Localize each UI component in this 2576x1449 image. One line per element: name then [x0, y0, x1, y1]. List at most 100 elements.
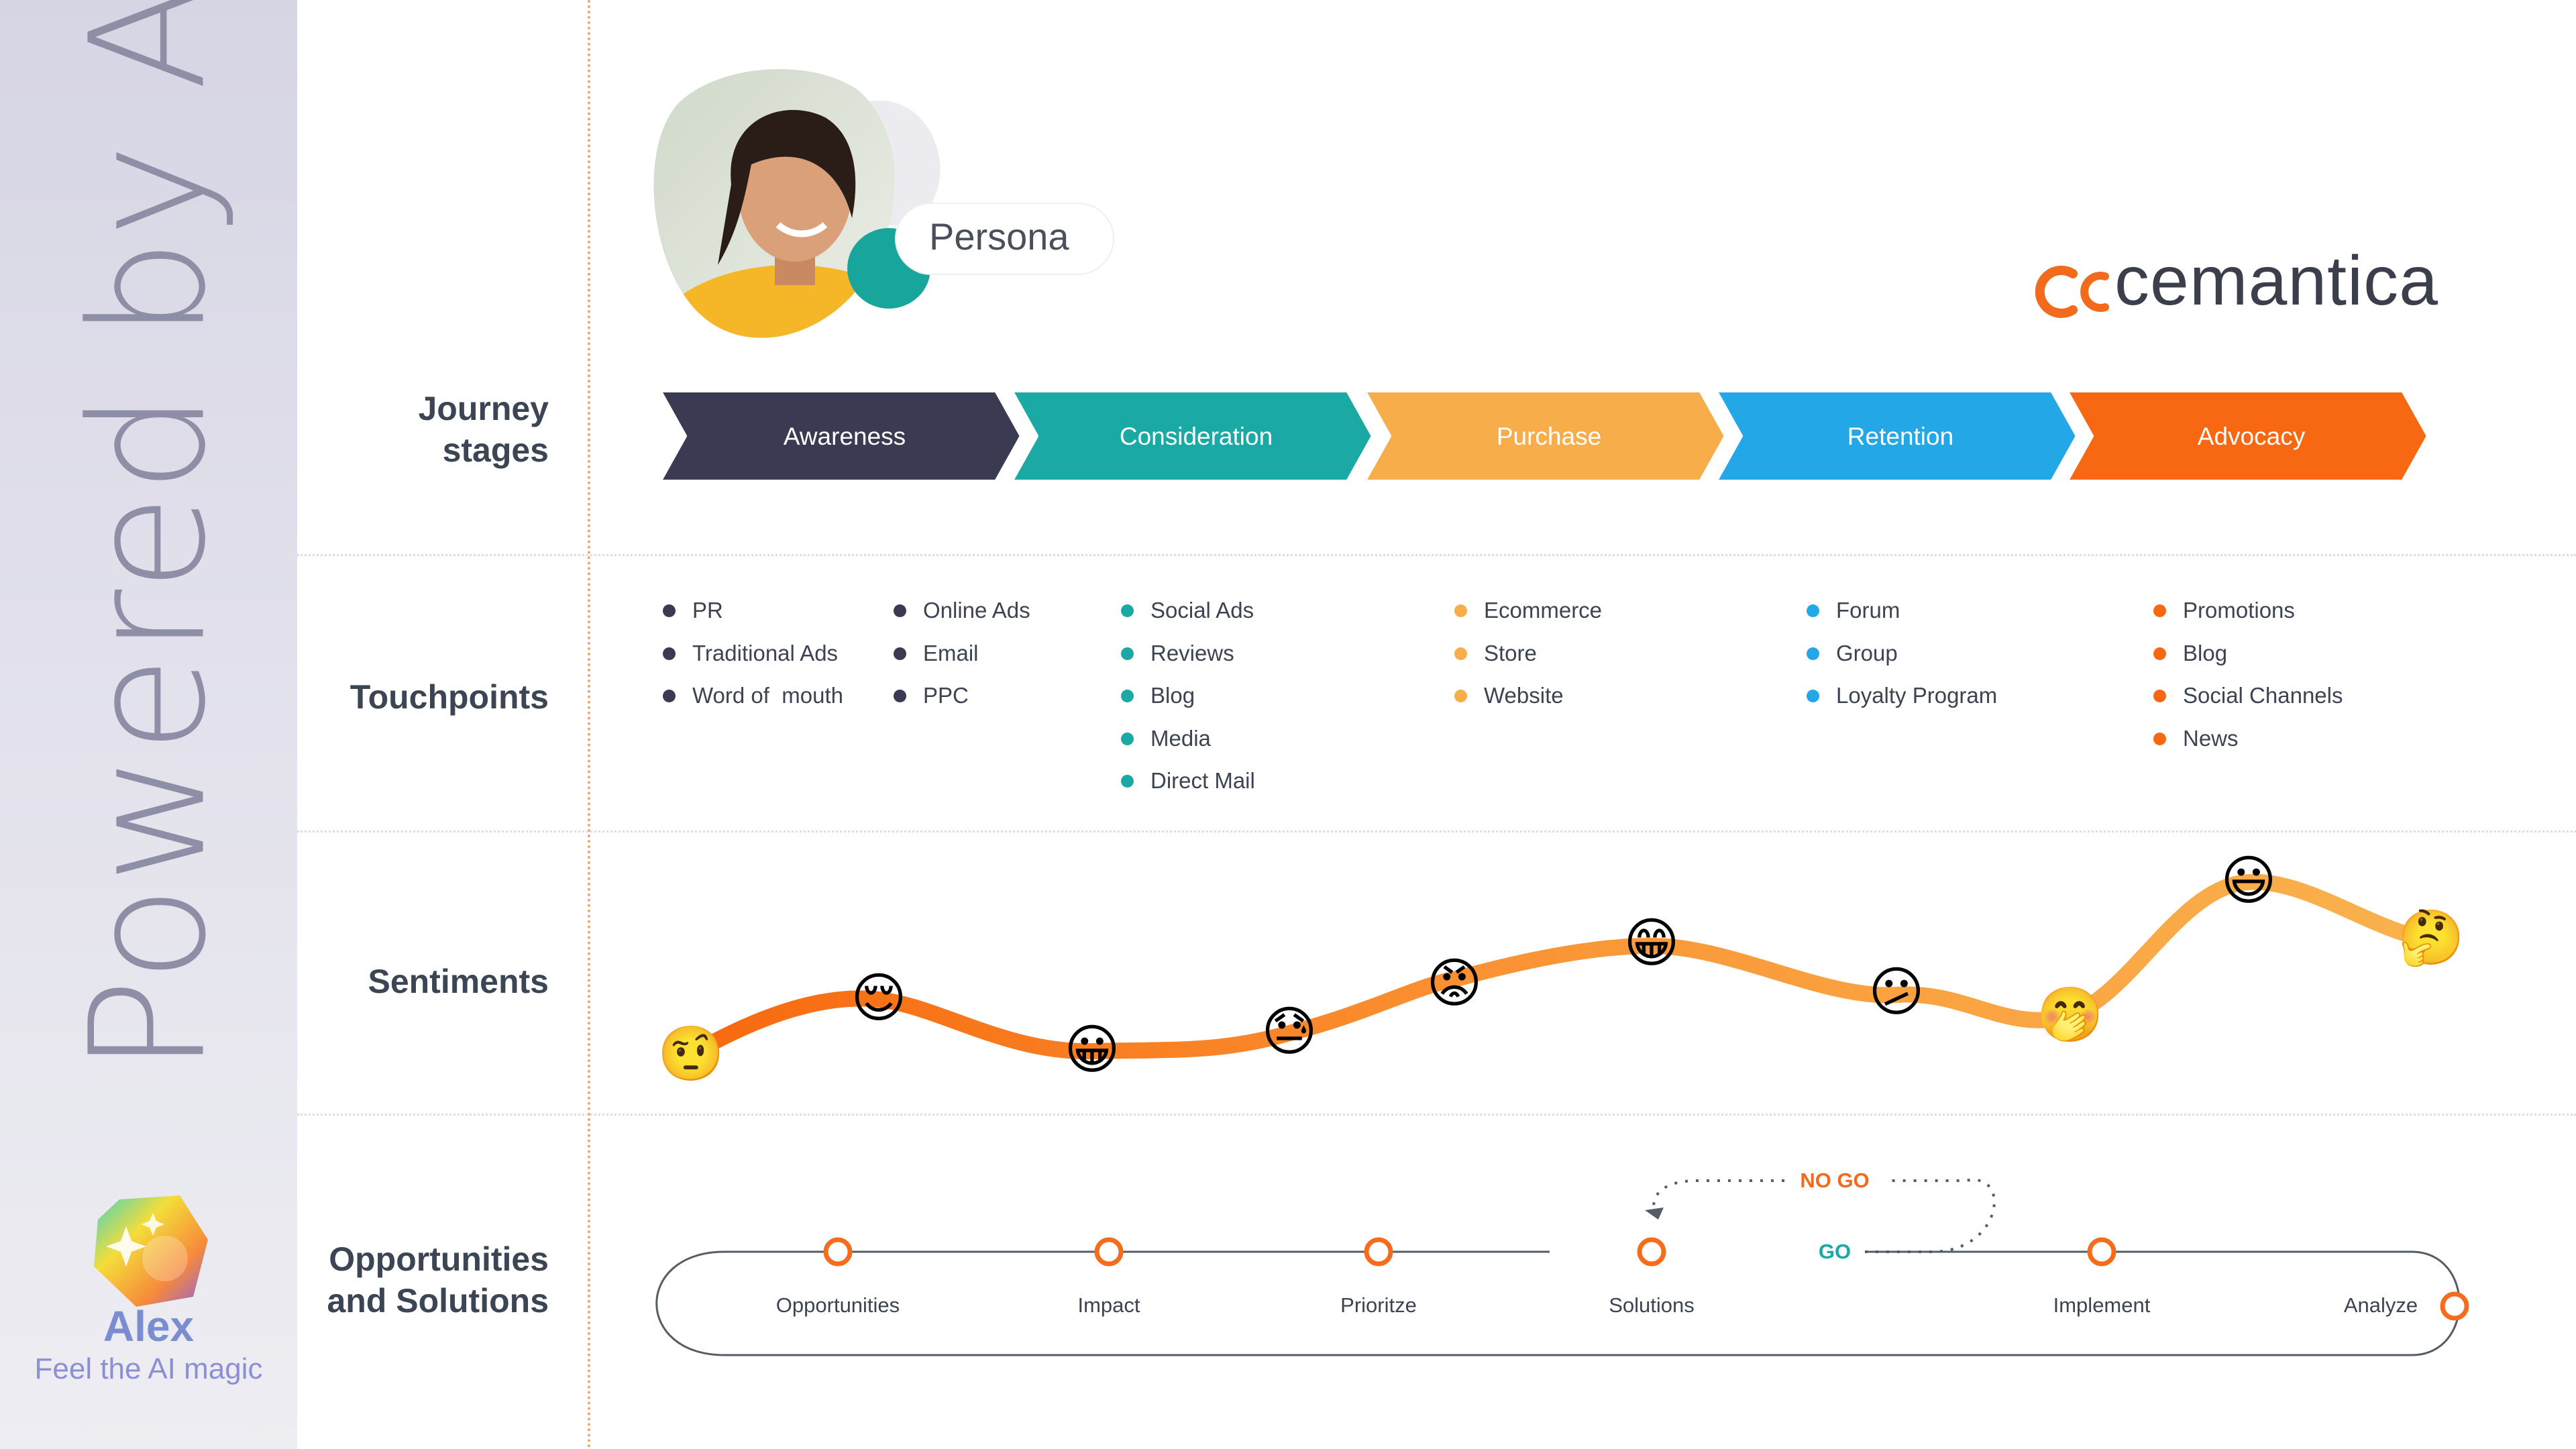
beaming-emoji: 😁	[1623, 913, 1680, 973]
touchpoint-label: Email	[923, 640, 979, 665]
touchpoint-item: Store	[1454, 640, 1537, 667]
sentiment-curve	[682, 873, 2438, 1063]
bullet-dot-icon	[894, 690, 906, 702]
bullet-dot-icon	[1454, 647, 1467, 660]
brand-name: cemantica	[2114, 242, 2438, 320]
go-label: GO	[1805, 1240, 1865, 1264]
smiling-emoji: 😃	[2220, 851, 2277, 910]
touchpoint-item: Email	[894, 640, 979, 667]
step-label-prioritze: Prioritze	[1340, 1293, 1417, 1317]
step-label-opportunities: Opportunities	[775, 1293, 900, 1317]
touchpoint-item: Loyalty Program	[1807, 682, 1997, 709]
stage-label-purchase: Purchase	[1497, 423, 1601, 450]
touchpoint-item: PR	[663, 597, 723, 624]
confused-emoji: 😕	[1868, 962, 1925, 1022]
touchpoint-item: Group	[1807, 640, 1898, 667]
touchpoint-label: Forum	[1836, 598, 1900, 623]
relieved-emoji: 😌	[851, 968, 907, 1028]
no-go-label: NO GO	[1800, 1169, 1870, 1192]
touchpoint-item: Forum	[1807, 597, 1900, 624]
bullet-dot-icon	[1807, 647, 1819, 660]
step-label-solutions: Solutions	[1609, 1293, 1695, 1317]
step-label-impact: Impact	[1077, 1293, 1140, 1317]
touchpoint-item: Ecommerce	[1454, 597, 1602, 624]
bullet-dot-icon	[1121, 775, 1134, 788]
bullet-dot-icon	[2153, 647, 2166, 660]
step-node	[2440, 1291, 2469, 1321]
touchpoints-label: Touchpoints	[350, 678, 549, 716]
step-label-implement: Implement	[2053, 1293, 2151, 1317]
bullet-dot-icon	[1807, 690, 1819, 702]
no-go-connector	[1652, 1179, 1784, 1216]
bullet-dot-icon	[2153, 604, 2166, 617]
touchpoint-item: Direct Mail	[1121, 767, 1255, 794]
touchpoint-item: Online Ads	[894, 597, 1030, 624]
row-divider	[297, 554, 2576, 556]
touchpoint-label: Blog	[1150, 683, 1195, 708]
skeptical-emoji: 🤨	[657, 1024, 724, 1083]
cemantica-logo-icon	[2035, 266, 2109, 318]
bullet-dot-icon	[1807, 604, 1819, 617]
bullet-dot-icon	[1121, 647, 1134, 660]
sweat-emoji: 😓	[1261, 1002, 1318, 1061]
touchpoint-label: PPC	[923, 683, 969, 708]
bullet-dot-icon	[1454, 604, 1467, 617]
angry-emoji: 😡	[1426, 953, 1483, 1013]
journey-stages: Awareness Consideration Purchase Retention A…	[657, 388, 2430, 484]
alex-name: Alex	[103, 1302, 195, 1350]
opportunities-label-line2: and Solutions	[327, 1282, 549, 1320]
stage-chevron-advocacy	[2064, 388, 2430, 484]
process-diagram	[655, 1178, 2469, 1356]
touchpoint-item: Traditional Ads	[663, 640, 838, 667]
step-node	[2087, 1237, 2116, 1267]
persona-label: Persona	[929, 215, 1069, 258]
touchpoint-label: Reviews	[1150, 640, 1234, 665]
touchpoint-label: Word of mouth	[692, 683, 843, 708]
touchpoint-label: PR	[692, 598, 723, 623]
step-node	[1364, 1237, 1393, 1267]
alex-tagline: Feel the AI magic	[34, 1352, 263, 1385]
touchpoint-label: Media	[1150, 725, 1211, 751]
persona-avatar	[653, 68, 1114, 338]
touchpoint-label: Website	[1484, 683, 1564, 708]
stage-chevron-consideration	[1009, 388, 1375, 484]
step-label-analyze: Analyze	[2343, 1293, 2418, 1317]
bullet-dot-icon	[1121, 604, 1134, 617]
touchpoint-label: Ecommerce	[1484, 598, 1603, 623]
touchpoint-label: Social Channels	[2183, 683, 2343, 708]
bullet-dot-icon	[663, 604, 676, 617]
sentiment-line	[682, 873, 2438, 1063]
row-divider	[297, 830, 2576, 833]
touchpoint-item: Blog	[2153, 640, 2227, 667]
sentiments-label: Sentiments	[368, 963, 549, 1000]
no-go-arrow-icon	[1645, 1208, 1664, 1220]
touchpoint-item: Media	[1121, 725, 1211, 752]
process-track	[655, 1250, 2461, 1356]
touchpoint-item: Social Ads	[1121, 597, 1254, 624]
stage-label-consideration: Consideration	[1120, 423, 1273, 450]
stage-label-retention: Retention	[1847, 423, 1953, 450]
touchpoint-item: Promotions	[2153, 597, 2295, 624]
stage-label-advocacy: Advocacy	[2198, 423, 2306, 450]
stage-chevron-purchase	[1362, 388, 1728, 484]
touchpoint-item: News	[2153, 725, 2239, 752]
stage-chevron-awareness	[657, 388, 1024, 484]
bullet-dot-icon	[2153, 732, 2166, 745]
touchpoint-item: Reviews	[1121, 640, 1234, 667]
touchpoint-label: Store	[1484, 640, 1537, 665]
hand-over-mouth-emoji: 🤭	[2037, 985, 2104, 1044]
alex-logo-icon	[94, 1195, 208, 1307]
touchpoint-label: Direct Mail	[1150, 768, 1255, 793]
stage-chevron-retention	[1713, 388, 2080, 484]
thinking-emoji: 🤔	[2398, 908, 2465, 967]
touchpoint-label: Loyalty Program	[1836, 683, 1998, 708]
touchpoint-item: Word of mouth	[663, 682, 843, 709]
touchpoint-label: News	[2183, 725, 2239, 751]
opportunities-label-line1: Opportunities	[329, 1240, 549, 1278]
touchpoint-label: Blog	[2183, 640, 2228, 665]
bullet-dot-icon	[1121, 732, 1134, 745]
bullet-dot-icon	[894, 604, 906, 617]
touchpoint-label: Social Ads	[1150, 598, 1254, 623]
grinning-emoji: 😀	[1064, 1020, 1120, 1079]
opportunities-solutions-label: Opportunities and Solutions	[297, 1238, 549, 1322]
